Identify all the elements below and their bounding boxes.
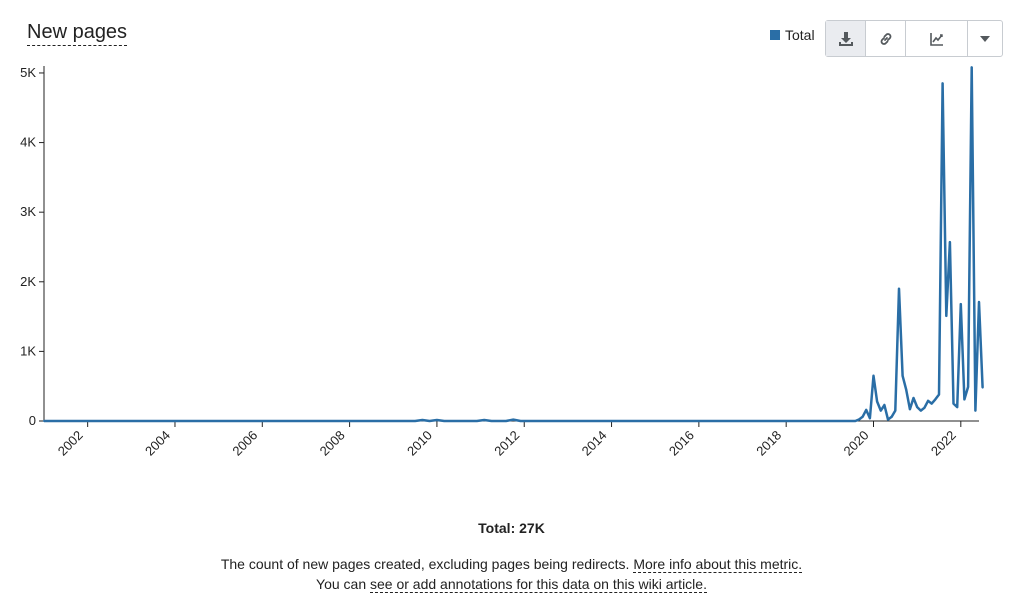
data-point: [505, 420, 508, 422]
link-icon: [880, 32, 891, 45]
data-point: [901, 374, 904, 377]
x-tick-label: 2014: [579, 428, 610, 459]
y-tick-label: 0: [29, 413, 36, 428]
data-point: [421, 418, 424, 421]
data-point: [908, 408, 911, 411]
data-point: [963, 398, 966, 401]
y-tick-label: 1K: [20, 343, 36, 358]
y-tick-label: 4K: [20, 135, 36, 150]
total-value: Total: 27K: [478, 520, 545, 536]
x-tick-label: 2002: [55, 428, 86, 459]
data-point: [854, 420, 857, 422]
download-icon: [838, 31, 853, 46]
data-point: [868, 417, 871, 420]
link-button[interactable]: [866, 21, 906, 56]
x-tick-label: 2016: [666, 428, 697, 459]
data-point: [937, 393, 940, 396]
data-point: [919, 409, 922, 412]
series-line-total: [44, 66, 984, 423]
data-point: [865, 408, 868, 411]
x-tick-label: 2008: [317, 428, 348, 459]
data-point: [519, 420, 522, 422]
data-point: [978, 300, 980, 303]
chart-options-dropdown[interactable]: [968, 21, 1002, 56]
data-point: [861, 415, 864, 418]
data-point: [490, 420, 493, 422]
more-info-link[interactable]: More info about this metric.: [633, 556, 803, 573]
data-point: [930, 402, 933, 405]
data-point: [887, 418, 890, 421]
x-tick-label: 2018: [753, 428, 784, 459]
legend-swatch-total: [770, 30, 780, 40]
data-point: [923, 406, 926, 409]
chart-toolbar: [825, 20, 1003, 57]
data-point: [927, 399, 930, 402]
data-point: [959, 303, 962, 306]
data-point: [967, 385, 970, 388]
metric-description: The count of new pages created, excludin…: [0, 554, 1023, 594]
x-tick-label: 2004: [142, 428, 173, 459]
data-point: [934, 398, 937, 401]
data-point: [905, 388, 908, 391]
data-point: [974, 409, 977, 412]
x-tick-label: 2020: [841, 428, 872, 459]
data-point: [916, 406, 919, 409]
y-tick-label: 2K: [20, 274, 36, 289]
data-point: [890, 415, 893, 418]
chart-legend: Total: [770, 27, 815, 43]
legend-label-total: Total: [785, 27, 815, 43]
download-button[interactable]: [826, 21, 866, 56]
data-point: [428, 420, 431, 422]
page-title[interactable]: New pages: [27, 20, 128, 46]
x-tick-label: 2022: [928, 428, 959, 459]
x-tick-label: 2010: [404, 428, 435, 459]
data-point: [876, 400, 879, 403]
data-point: [941, 82, 944, 85]
data-point: [970, 66, 973, 69]
data-point: [912, 397, 915, 400]
data-point: [883, 403, 886, 406]
y-axis: 0 1K 2K 3K 4K 5K: [20, 65, 45, 428]
data-point: [435, 418, 438, 421]
data-point: [443, 420, 446, 422]
data-point: [952, 402, 955, 405]
data-point: [956, 406, 959, 409]
y-tick-label: 3K: [20, 204, 36, 219]
data-point: [897, 287, 900, 290]
series-layer: [43, 66, 984, 423]
data-point: [894, 409, 897, 412]
data-point: [43, 420, 45, 422]
data-point: [945, 314, 948, 317]
annotations-prefix: You can: [316, 576, 367, 592]
data-point: [872, 374, 875, 377]
x-tick-label: 2006: [229, 428, 260, 459]
data-point: [879, 409, 882, 412]
data-point: [414, 420, 417, 422]
data-point: [483, 418, 486, 421]
line-chart: 0 1K 2K 3K 4K 5K 2002 2004 2006 2008 2010 2012 2014…: [20, 65, 984, 459]
chart-type-button[interactable]: [906, 21, 968, 56]
data-point: [948, 241, 951, 244]
x-axis: 2002 2004 2006 2008 2010 2012 2014 2016 2018 2020…: [44, 420, 979, 459]
data-point: [981, 386, 984, 389]
annotations-link[interactable]: see or add annotations for this data on …: [370, 576, 707, 593]
data-point: [857, 418, 860, 421]
x-tick-label: 2012: [491, 428, 522, 459]
data-point: [512, 418, 515, 421]
data-point: [475, 420, 478, 422]
line-chart-icon: [929, 32, 943, 46]
caret-down-icon: [980, 35, 990, 42]
description-text: The count of new pages created, excludin…: [220, 556, 630, 572]
y-tick-label: 5K: [20, 65, 36, 80]
